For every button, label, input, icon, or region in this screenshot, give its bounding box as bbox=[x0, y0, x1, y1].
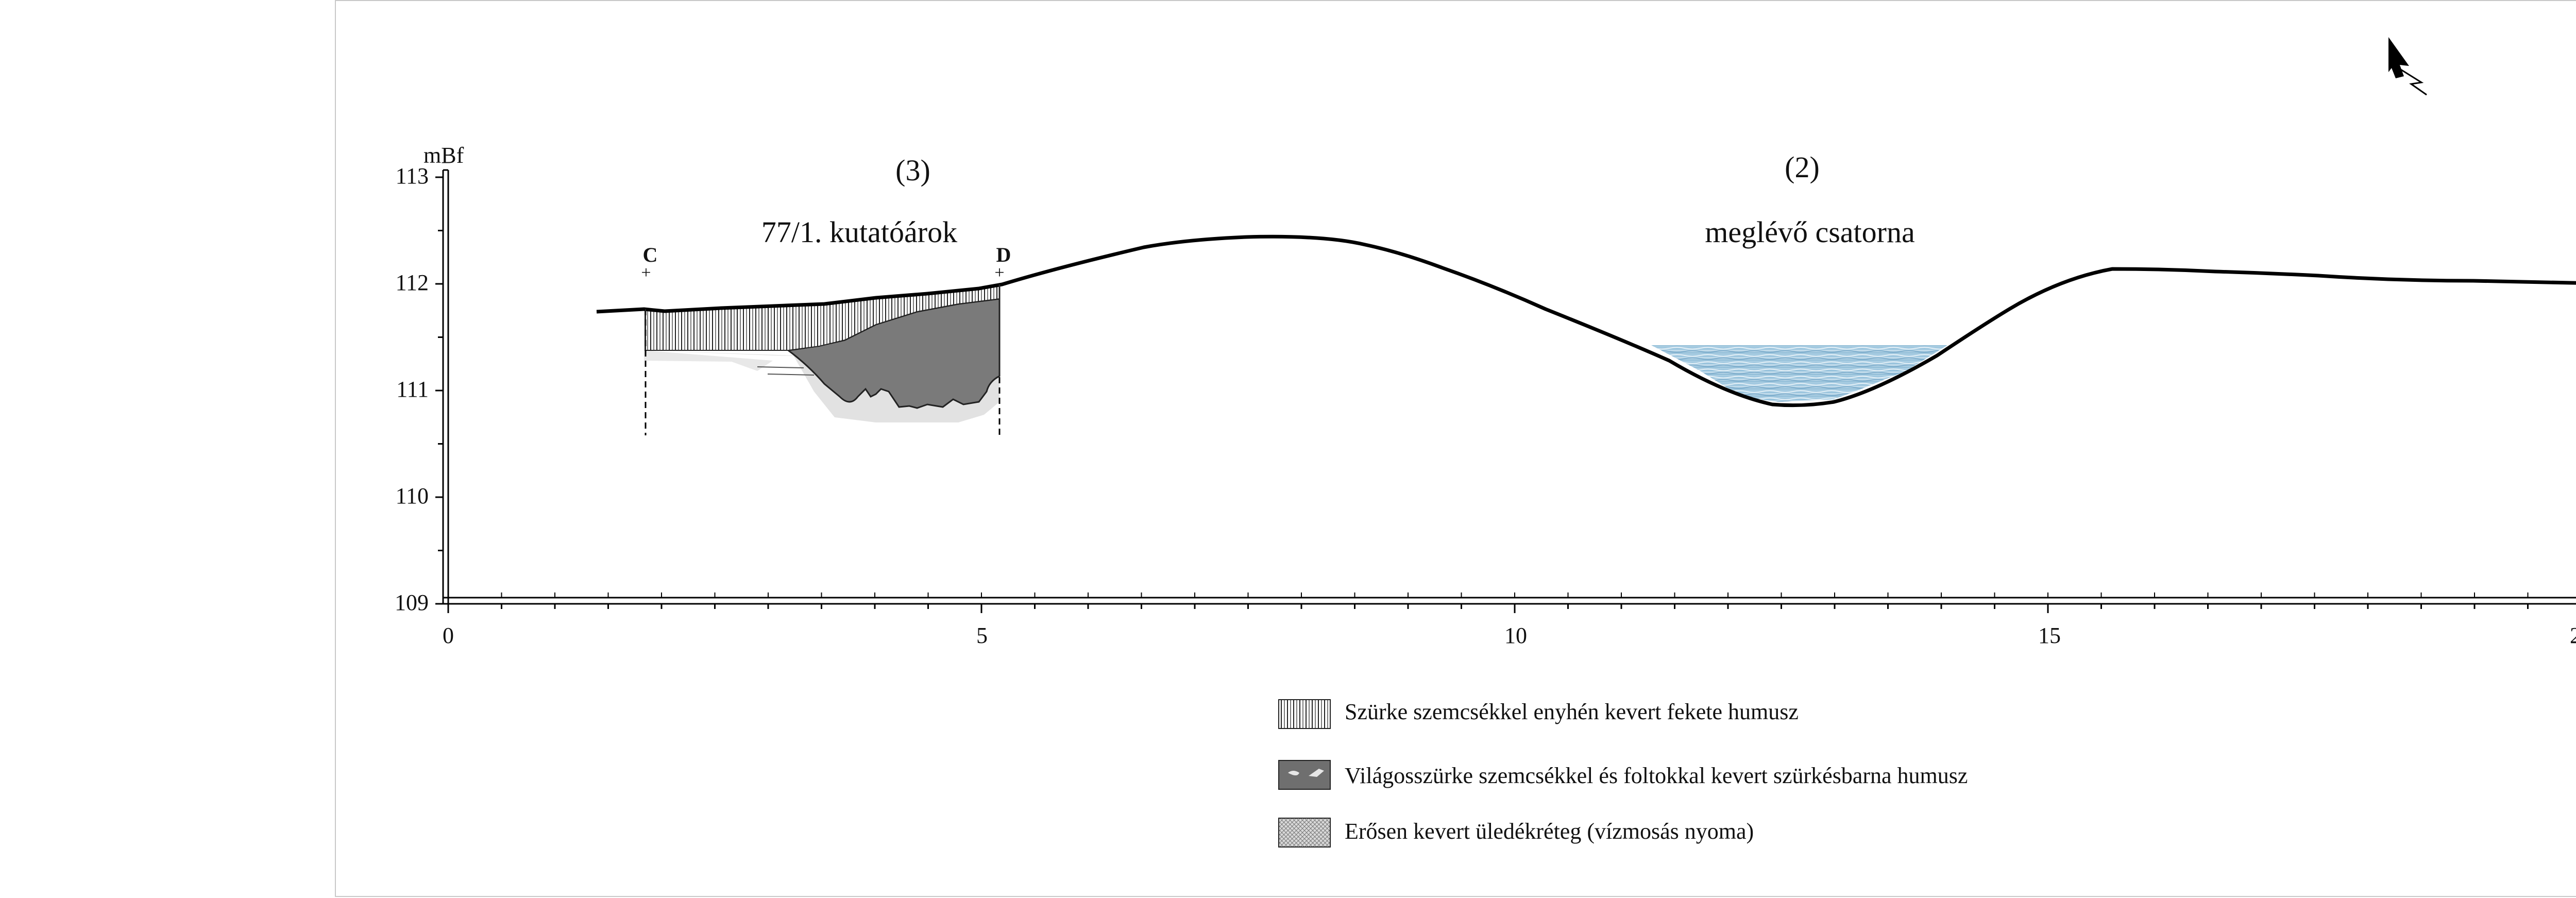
y-tick-label: 111 bbox=[396, 377, 429, 402]
section-name-2: meglévő csatorna bbox=[1705, 215, 1914, 249]
y-axis-unit-label: mBf bbox=[423, 143, 464, 168]
legend-label: Világosszürke szemcsékkel és foltokkal k… bbox=[1345, 763, 1968, 788]
sediment-strip bbox=[644, 350, 773, 371]
x-tick-label: 20 bbox=[2570, 623, 2576, 648]
point-marker-c: + bbox=[641, 263, 651, 282]
legend-item: Erősen kevert üledékréteg (vízmosás nyom… bbox=[1278, 818, 1754, 848]
legend-label: Szürke szemcsékkel enyhén kevert fekete … bbox=[1345, 699, 1799, 724]
legend: Szürke szemcsékkel enyhén kevert fekete … bbox=[1278, 699, 1968, 848]
y-tick-label: 113 bbox=[396, 163, 429, 189]
point-label-d: D bbox=[996, 243, 1011, 266]
y-tick-label: 109 bbox=[395, 590, 429, 615]
x-tick-labels: 0 5 10 15 20 bbox=[443, 623, 2576, 648]
legend-swatch-crosshatch bbox=[1278, 818, 1331, 848]
section-name-3: 77/1. kutatóárok bbox=[761, 215, 957, 249]
y-axis bbox=[442, 169, 449, 604]
y-tick-labels: 109 110 111 112 113 bbox=[395, 163, 429, 615]
point-marker-d: + bbox=[994, 263, 1004, 282]
x-axis-ticks bbox=[447, 592, 2529, 613]
y-tick-label: 110 bbox=[396, 483, 429, 509]
x-tick-label: 5 bbox=[976, 623, 988, 648]
x-axis bbox=[443, 597, 2576, 605]
legend-item: Világosszürke szemcsékkel és foltokkal k… bbox=[1278, 760, 1968, 790]
north-arrow-icon bbox=[2388, 37, 2427, 96]
sediment-lines bbox=[757, 366, 815, 376]
y-tick-label: 112 bbox=[396, 270, 429, 295]
x-tick-label: 0 bbox=[443, 623, 454, 648]
water-body bbox=[1651, 345, 1947, 402]
x-tick-label: 15 bbox=[2038, 623, 2061, 648]
legend-item: Szürke szemcsékkel enyhén kevert fekete … bbox=[1278, 699, 1799, 729]
x-tick-label: 10 bbox=[1504, 623, 1527, 648]
point-label-c: C bbox=[643, 243, 658, 266]
figure-frame bbox=[335, 0, 2576, 897]
ground-profile-line bbox=[596, 234, 2576, 408]
section-number-2: (2) bbox=[1785, 150, 1820, 184]
legend-swatch-vertical-hatch bbox=[1278, 699, 1331, 729]
legend-label: Erősen kevert üledékréteg (vízmosás nyom… bbox=[1345, 819, 1754, 844]
legend-swatch-dark-gray bbox=[1278, 760, 1331, 790]
y-axis-ticks bbox=[435, 176, 443, 605]
section-number-3: (3) bbox=[895, 154, 930, 187]
legend-swatch-spots bbox=[1288, 769, 1324, 777]
